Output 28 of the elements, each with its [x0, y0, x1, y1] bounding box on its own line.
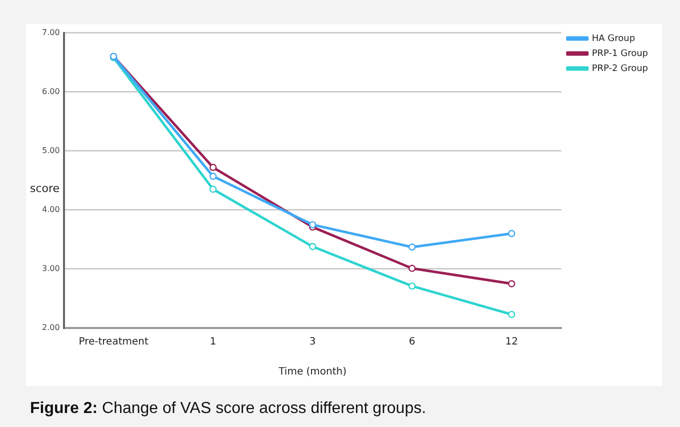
x-tick-label: 1 — [210, 336, 216, 348]
point — [508, 310, 516, 318]
point — [308, 242, 316, 250]
legend-label: PRP-1 Group — [592, 48, 648, 59]
y-tick-label: 7.00 — [42, 28, 60, 37]
y-tick-label: 5.00 — [42, 146, 60, 155]
point — [408, 264, 416, 272]
legend-label: HA Group — [592, 34, 636, 44]
point — [508, 230, 516, 238]
y-tick-label: 3.00 — [42, 264, 60, 274]
point — [308, 221, 316, 228]
point — [408, 244, 416, 251]
x-axis-title: Time (month) — [278, 366, 347, 378]
x-tick-label: Pre-treatment — [78, 336, 148, 348]
point — [209, 164, 217, 172]
x-tick-label: 6 — [408, 336, 416, 348]
x-tick-label: 12 — [505, 336, 518, 348]
point — [508, 280, 516, 288]
point — [408, 282, 416, 290]
y-tick-label: 6.00 — [42, 86, 60, 96]
caption: Figure 2: Change of VAS score across different groups. — [30, 400, 426, 418]
y-tick-label: 2.00 — [42, 323, 60, 332]
x-tick-label: 3 — [309, 336, 316, 348]
point — [209, 172, 217, 180]
y-axis-title: score — [30, 182, 60, 195]
point — [209, 186, 217, 193]
y-tick-label: 4.00 — [42, 205, 60, 214]
legend-label: PRP-2 Group — [592, 64, 648, 74]
